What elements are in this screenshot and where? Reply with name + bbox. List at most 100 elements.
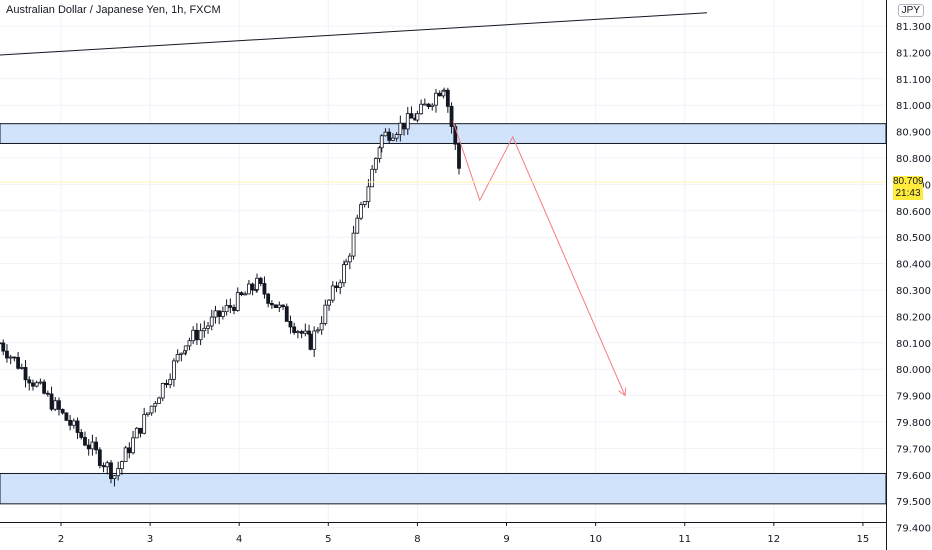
bar-countdown-tag: 21:43 (893, 188, 923, 201)
trendline (0, 12, 708, 56)
candle-body (27, 379, 32, 384)
candle-body (1, 342, 6, 352)
candle-body (250, 283, 255, 291)
candle-body (119, 461, 124, 470)
candle-body (83, 437, 87, 446)
candle-body (213, 310, 218, 318)
candle-body (273, 304, 278, 308)
x-tick-label: 9 (503, 534, 509, 545)
candle-body (323, 304, 328, 324)
candle-body (224, 305, 229, 313)
candle-body (303, 330, 308, 334)
candle-body (409, 113, 414, 119)
candle-body (359, 204, 363, 219)
y-tick-label: 80.000 (896, 365, 931, 376)
y-tick-label: 79.900 (896, 392, 931, 403)
candle-body (68, 419, 73, 426)
candle-body (164, 382, 169, 386)
candle-body (284, 306, 289, 322)
candle-body (149, 405, 154, 414)
candle-body (377, 147, 382, 159)
candle-body (153, 402, 158, 407)
candle-body (42, 381, 47, 394)
candle-body (449, 105, 454, 127)
candle-body (187, 340, 192, 347)
candle-body (239, 292, 244, 295)
y-tick-label: 79.800 (896, 418, 931, 429)
candle-body (232, 306, 236, 311)
candle-body (19, 367, 24, 369)
candle-body (53, 400, 58, 410)
projection-arrowhead (618, 387, 627, 397)
candle-body (295, 331, 300, 333)
candle-body (379, 135, 384, 149)
candle-body (342, 264, 346, 284)
candle-body (247, 283, 251, 295)
candle-body (402, 122, 406, 130)
candle-body (71, 420, 76, 426)
candle-body (34, 382, 39, 387)
candle-body (243, 293, 248, 296)
candle-body (415, 113, 420, 121)
y-tick-label: 80.200 (896, 312, 931, 323)
candle-body (437, 92, 442, 97)
currency-badge[interactable]: JPY (897, 4, 924, 17)
candle-body (347, 255, 352, 263)
candle-body (316, 329, 320, 332)
candle-body (101, 465, 106, 468)
candle-body (344, 261, 349, 266)
last-price-tag: 80.709 (893, 176, 924, 189)
candle-body (127, 447, 132, 454)
candle-body (258, 277, 263, 284)
candle-body (97, 449, 102, 466)
candle-body (157, 397, 161, 404)
candle-body (79, 432, 84, 438)
y-tick-label: 80.500 (896, 233, 931, 244)
candle-body (266, 293, 271, 304)
y-tick-label: 79.500 (896, 497, 931, 508)
candle-body (198, 330, 203, 341)
candle-body (0, 342, 2, 345)
candle-body (75, 420, 80, 433)
candle-body (23, 367, 28, 381)
candle-body (370, 168, 375, 188)
y-tick-label: 79.400 (896, 524, 931, 535)
candle-body (391, 137, 395, 141)
candle-body (457, 143, 461, 169)
x-tick-label: 15 (857, 534, 870, 545)
candle-body (228, 305, 233, 308)
chart-title: Australian Dollar / Japanese Yen, 1h, FX… (6, 4, 221, 16)
candle-body (183, 345, 188, 352)
x-tick-label: 2 (58, 534, 64, 545)
candle-body (362, 201, 367, 206)
y-tick-label: 81.000 (896, 101, 931, 112)
candle-body (179, 352, 184, 355)
y-tick-label: 81.200 (896, 48, 931, 59)
x-tick-label: 5 (325, 534, 331, 545)
candle-body (142, 414, 147, 434)
candle-body (64, 412, 69, 421)
candle-body (45, 392, 50, 395)
y-tick-label: 80.800 (896, 154, 931, 165)
candle-body (398, 122, 403, 135)
y-tick-label: 80.400 (896, 260, 931, 271)
candle-body (175, 353, 180, 362)
y-tick-label: 79.600 (896, 471, 931, 482)
candle-body (12, 356, 17, 359)
candle-body (202, 327, 207, 332)
x-tick-label: 3 (147, 534, 153, 545)
candle-body (145, 412, 150, 415)
candle-body (94, 441, 99, 451)
y-tick-label: 81.300 (896, 22, 931, 33)
candle-body (86, 444, 91, 450)
candle-body (288, 320, 293, 328)
candle-body (8, 356, 13, 359)
candle-body (168, 378, 173, 386)
candle-body (123, 447, 128, 462)
candle-body (434, 92, 438, 106)
projection-path (452, 120, 626, 396)
candle-body (355, 217, 360, 234)
y-tick-label: 80.900 (896, 128, 931, 139)
candle-body (194, 329, 199, 341)
